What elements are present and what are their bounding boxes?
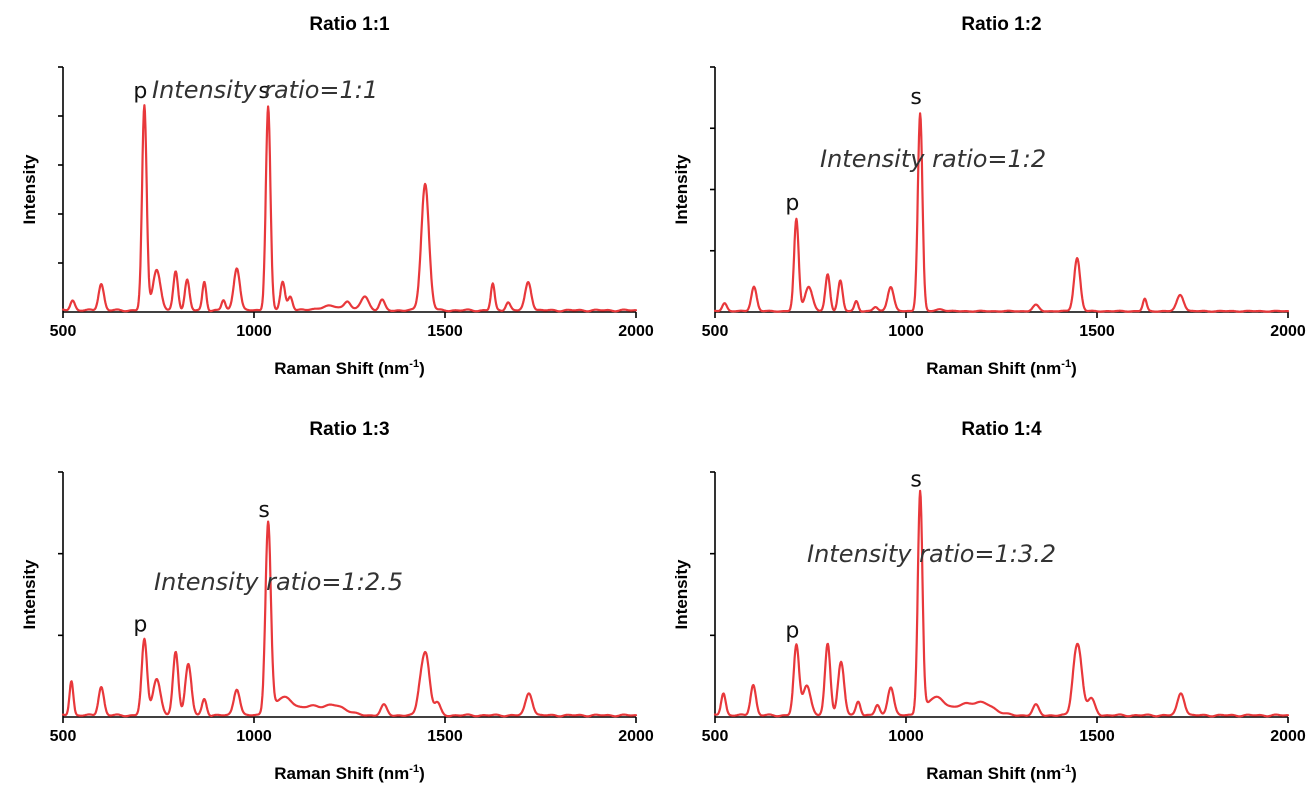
x-axis-label: Raman Shift (nm-1) bbox=[274, 763, 425, 783]
x-tick-label: 2000 bbox=[1270, 728, 1306, 745]
x-axis-label: Raman Shift (nm-1) bbox=[274, 358, 425, 378]
intensity-ratio-annotation: Intensity ratio=1:2.5 bbox=[154, 568, 403, 596]
x-axis-label-suffix: ) bbox=[419, 764, 425, 783]
x-tick-label: 500 bbox=[50, 728, 77, 745]
x-tick-label: 1000 bbox=[888, 728, 924, 745]
y-axis-label: Intensity bbox=[20, 559, 39, 629]
peak-label-p: p bbox=[785, 191, 799, 216]
x-axis-label-main: Raman Shift (nm bbox=[926, 359, 1061, 378]
x-axis-label: Raman Shift (nm-1) bbox=[926, 763, 1077, 783]
chart-panel-1: Ratio 1:1 500 1000 1500 2000 Raman Shift (nm-… bbox=[20, 14, 654, 378]
chart-panel-2: Ratio 1:2 500 1000 1500 2000 Raman Shift (nm-… bbox=[672, 14, 1306, 378]
chart-panel-3: Ratio 1:3 500 1000 1500 2000 Raman Shift (nm-… bbox=[20, 419, 654, 783]
chart-title: Ratio 1:2 bbox=[961, 14, 1041, 35]
x-axis-label-main: Raman Shift (nm bbox=[274, 764, 409, 783]
intensity-ratio-annotation: Intensity ratio=1:2 bbox=[820, 145, 1046, 173]
peak-label-p: p bbox=[133, 79, 147, 104]
x-tick-label: 1500 bbox=[427, 728, 463, 745]
x-tick-label: 1500 bbox=[427, 323, 463, 340]
x-tick-label: 1500 bbox=[1079, 323, 1115, 340]
x-tick-label: 1000 bbox=[888, 323, 924, 340]
y-axis-label: Intensity bbox=[672, 559, 691, 629]
x-tick-label: 500 bbox=[50, 323, 77, 340]
chart-title: Ratio 1:3 bbox=[309, 419, 389, 440]
spectrum-line bbox=[713, 489, 1290, 718]
spectrum-line bbox=[713, 112, 1290, 313]
x-tick-label: 2000 bbox=[618, 323, 654, 340]
peak-label-s: s bbox=[258, 498, 269, 523]
x-axis-label-suffix: ) bbox=[1071, 359, 1077, 378]
peak-label-s: s bbox=[910, 468, 921, 493]
x-axis-label-suffix: ) bbox=[1071, 764, 1077, 783]
x-axis-label-sup: -1 bbox=[409, 763, 419, 775]
x-tick-label: 2000 bbox=[618, 728, 654, 745]
x-axis-label-main: Raman Shift (nm bbox=[926, 764, 1061, 783]
x-tick-label: 500 bbox=[702, 728, 729, 745]
peak-label-p: p bbox=[785, 619, 799, 644]
x-axis-label-main: Raman Shift (nm bbox=[274, 359, 409, 378]
intensity-ratio-annotation: Intensity ratio=1:3.2 bbox=[807, 540, 1056, 568]
intensity-ratio-annotation: Intensity ratio=1:1 bbox=[152, 76, 378, 104]
x-tick-label: 1000 bbox=[236, 323, 272, 340]
x-axis-label-sup: -1 bbox=[1061, 763, 1071, 775]
x-tick-label: 500 bbox=[702, 323, 729, 340]
chart-panel-4: Ratio 1:4 500 1000 1500 2000 Raman Shift (nm-… bbox=[672, 419, 1306, 783]
x-tick-label: 1000 bbox=[236, 728, 272, 745]
peak-label-s: s bbox=[910, 85, 921, 110]
chart-title: Ratio 1:4 bbox=[961, 419, 1042, 440]
x-axis-label-suffix: ) bbox=[419, 359, 425, 378]
x-axis-label-sup: -1 bbox=[1061, 358, 1071, 370]
peak-label-s: s bbox=[258, 79, 269, 104]
x-axis-label-sup: -1 bbox=[409, 358, 419, 370]
x-tick-label: 1500 bbox=[1079, 728, 1115, 745]
x-tick-label: 2000 bbox=[1270, 323, 1306, 340]
chart-title: Ratio 1:1 bbox=[309, 14, 390, 35]
x-axis-label: Raman Shift (nm-1) bbox=[926, 358, 1077, 378]
spectrum-line bbox=[61, 104, 638, 313]
y-axis-label: Intensity bbox=[20, 154, 39, 224]
spectrum-line bbox=[61, 520, 638, 718]
y-axis-label: Intensity bbox=[672, 154, 691, 224]
peak-label-p: p bbox=[133, 612, 147, 637]
